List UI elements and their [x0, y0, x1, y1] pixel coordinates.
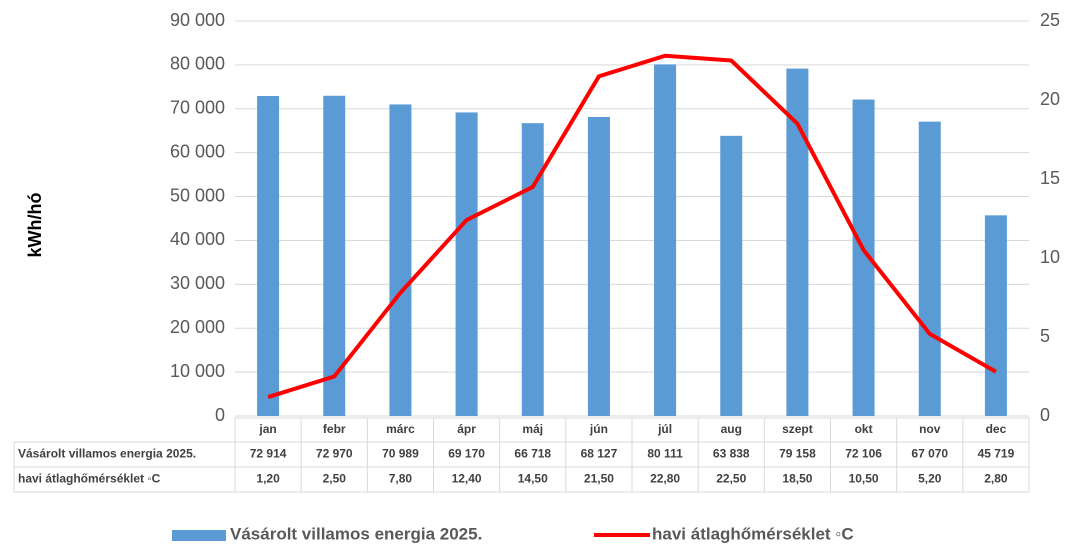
y-tick-label: 30 000: [170, 273, 225, 293]
y2-tick-label: 20: [1040, 89, 1060, 109]
table-cell: 80 111: [647, 447, 683, 461]
bar: [984, 215, 1007, 416]
x-tick-label: jan: [258, 422, 276, 436]
x-tick-label: jún: [589, 422, 608, 436]
table-cell: 10,50: [849, 472, 879, 486]
x-tick-label: febr: [323, 422, 346, 436]
y2-tick-label: 0: [1040, 405, 1050, 425]
table-cell: 12,40: [452, 472, 482, 486]
table-cell: 72 914: [250, 447, 287, 461]
table-cell: 22,80: [650, 472, 680, 486]
legend-label: Vásárolt villamos energia 2025.: [230, 524, 482, 543]
y-tick-label: 60 000: [170, 141, 225, 161]
bar: [323, 95, 346, 417]
table-cell: 45 719: [978, 447, 1015, 461]
bar: [918, 121, 941, 417]
table-cell: 66 718: [514, 447, 551, 461]
y2-tick-label: 5: [1040, 326, 1050, 346]
x-tick-label: okt: [855, 422, 873, 436]
x-tick-label: márc: [386, 422, 415, 436]
x-tick-label: nov: [919, 422, 941, 436]
table-cell: 72 970: [316, 447, 353, 461]
table-cell: 7,80: [389, 472, 413, 486]
table-cell: 21,50: [584, 472, 614, 486]
bar: [389, 104, 412, 416]
bar: [654, 64, 677, 416]
table-cell: 18,50: [782, 472, 812, 486]
y-tick-label: 80 000: [170, 54, 225, 74]
legend-label: havi átlaghőmérséklet ◦C: [652, 524, 854, 543]
bar: [852, 99, 875, 416]
table-cell: 2,80: [984, 472, 1008, 486]
line-series: [267, 53, 997, 399]
y2-tick-label: 10: [1040, 247, 1060, 267]
y2-tick-label: 25: [1040, 10, 1060, 30]
table-cell: 70 989: [382, 447, 419, 461]
table-cell: 79 158: [779, 447, 816, 461]
legend-swatch: [172, 530, 226, 541]
table-cell: 1,20: [256, 472, 280, 486]
y-tick-label: 50 000: [170, 185, 225, 205]
table-cell: 2,50: [323, 472, 347, 486]
x-tick-label: szept: [782, 422, 813, 436]
x-tick-label: dec: [986, 422, 1007, 436]
bar: [521, 123, 544, 416]
table-cell: 14,50: [518, 472, 548, 486]
table-cell: 67 070: [911, 447, 948, 461]
bar: [257, 95, 280, 416]
y-tick-label: 40 000: [170, 229, 225, 249]
bar: [587, 116, 610, 416]
y-tick-label: 90 000: [170, 10, 225, 30]
table-cell: 69 170: [448, 447, 485, 461]
y-tick-label: 20 000: [170, 317, 225, 337]
table-row-header: havi átlaghőmérséklet ◦C: [18, 472, 161, 486]
x-tick-label: máj: [522, 422, 543, 436]
table-cell: 5,20: [918, 472, 942, 486]
bar: [455, 112, 478, 416]
table-cell: 72 106: [845, 447, 882, 461]
table-row-header: Vásárolt villamos energia 2025.: [18, 447, 196, 461]
table-cell: 22,50: [716, 472, 746, 486]
x-tick-label: ápr: [457, 422, 476, 436]
table-cell: 63 838: [713, 447, 750, 461]
y-tick-label: 70 000: [170, 98, 225, 118]
x-tick-label: aug: [721, 422, 742, 436]
y-axis-label: kWh/hó: [25, 193, 45, 258]
table-cell: 68 127: [581, 447, 618, 461]
x-tick-label: júl: [657, 422, 672, 436]
y-tick-label: 0: [215, 405, 225, 425]
y-tick-label: 10 000: [170, 361, 225, 381]
y2-tick-label: 15: [1040, 168, 1060, 188]
bar: [720, 135, 743, 416]
bar: [786, 68, 809, 416]
